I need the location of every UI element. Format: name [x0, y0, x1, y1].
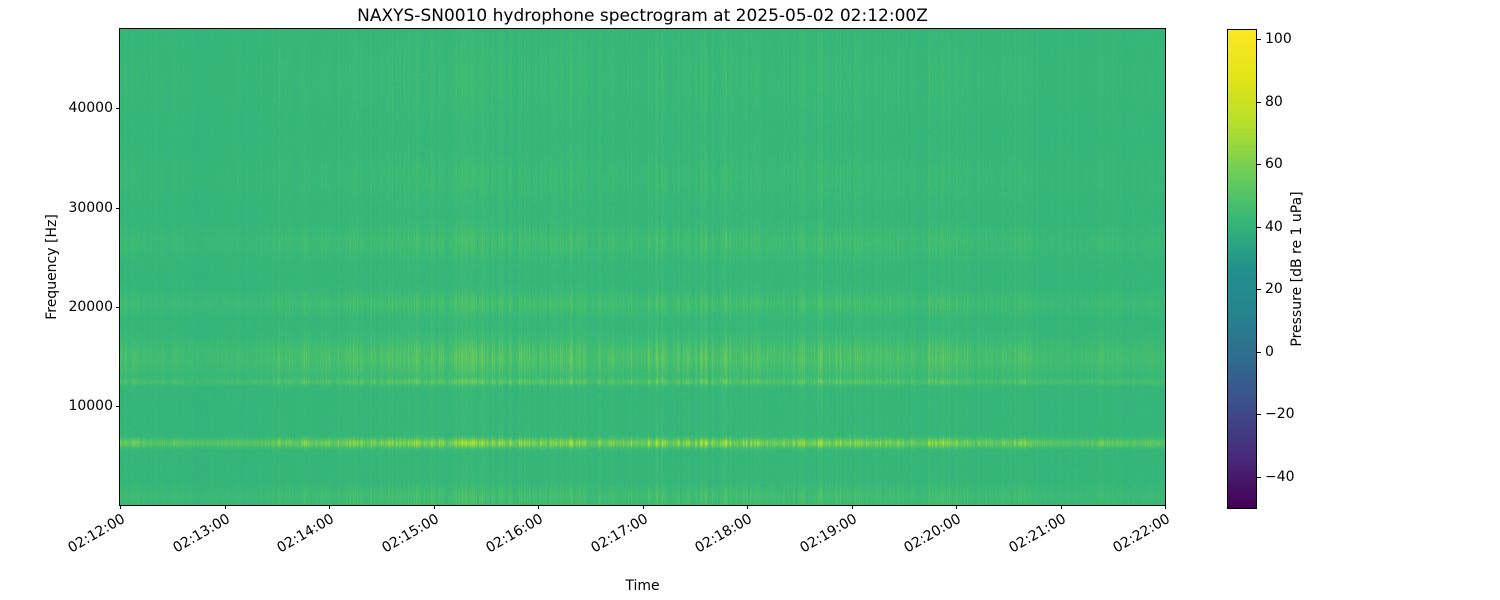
colorbar-canvas: [1228, 30, 1256, 508]
colorbar-tick-label: 0: [1265, 343, 1274, 360]
colorbar-tick-mark: [1257, 476, 1261, 478]
x-tick-mark: [433, 505, 435, 509]
x-tick-mark: [329, 505, 330, 509]
x-tick-label: 02:16:00: [483, 511, 546, 557]
x-tick-label: 02:21:00: [1006, 511, 1069, 557]
x-tick-mark: [1060, 505, 1062, 509]
colorbar-tick-mark: [1257, 101, 1261, 103]
x-tick-label: 02:13:00: [170, 511, 233, 557]
plot-area: [119, 28, 1166, 506]
colorbar-tick-label: −20: [1265, 406, 1295, 423]
colorbar-tick-label: 60: [1265, 156, 1283, 173]
y-tick-mark: [116, 207, 120, 209]
y-tick-mark: [116, 108, 120, 110]
y-tick-label: 20000: [68, 298, 113, 315]
x-tick-mark: [538, 505, 539, 509]
x-tick-mark: [224, 505, 226, 509]
colorbar-tick-mark: [1257, 226, 1261, 228]
x-tick-label: 02:22:00: [1110, 511, 1173, 557]
x-axis-label: Time: [625, 578, 660, 594]
x-tick-mark: [851, 505, 853, 509]
colorbar-tick-mark: [1257, 414, 1261, 416]
y-tick-mark: [116, 306, 120, 308]
colorbar-tick-mark: [1257, 351, 1261, 353]
y-tick-label: 10000: [68, 397, 113, 414]
x-tick-label: 02:12:00: [65, 511, 128, 557]
colorbar-tick-label: 40: [1265, 218, 1283, 235]
colorbar-tick-mark: [1257, 39, 1261, 41]
y-axis-label: Frequency [Hz]: [44, 214, 60, 320]
colorbar-tick-label: 100: [1265, 31, 1292, 48]
spectrogram-canvas: [120, 29, 1165, 505]
y-tick-label: 30000: [68, 199, 113, 216]
colorbar-tick-label: −40: [1265, 468, 1295, 485]
colorbar-tick-label: 20: [1265, 281, 1283, 298]
x-tick-label: 02:18:00: [692, 511, 755, 557]
chart-title: NAXYS-SN0010 hydrophone spectrogram at 2…: [357, 6, 928, 26]
x-tick-label: 02:14:00: [274, 511, 337, 557]
colorbar: [1227, 29, 1257, 509]
colorbar-tick-mark: [1257, 289, 1261, 291]
colorbar-tick-mark: [1257, 164, 1261, 166]
colorbar-label: Pressure [dB re 1 uPa]: [1289, 191, 1305, 347]
x-tick-mark: [956, 505, 957, 509]
x-tick-mark: [120, 505, 121, 509]
x-tick-mark: [1165, 505, 1166, 509]
colorbar-tick-label: 80: [1265, 93, 1283, 110]
x-tick-label: 02:17:00: [588, 511, 651, 557]
x-tick-label: 02:20:00: [901, 511, 964, 557]
x-tick-mark: [747, 505, 748, 509]
x-tick-label: 02:15:00: [379, 511, 442, 557]
y-tick-mark: [116, 405, 120, 407]
y-tick-label: 40000: [68, 100, 113, 117]
x-tick-label: 02:19:00: [797, 511, 860, 557]
x-tick-mark: [642, 505, 644, 509]
